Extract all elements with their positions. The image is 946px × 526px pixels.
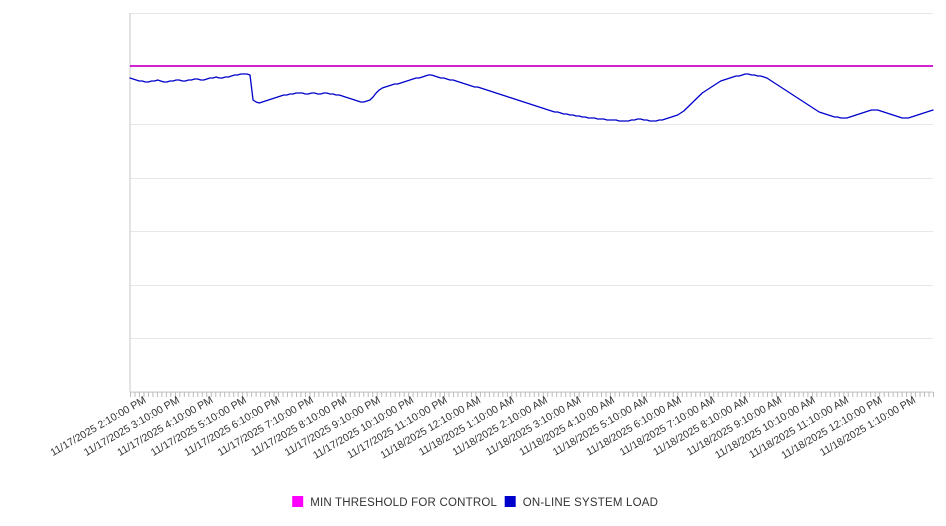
- x-axis-ticks: [130, 392, 934, 397]
- legend-swatch-0: [292, 496, 304, 507]
- chart-legend: MIN THRESHOLD FOR CONTROL ON-LINE SYSTEM …: [292, 496, 658, 509]
- online-system-load-series: [129, 73, 934, 122]
- legend-swatch-1: [504, 496, 516, 507]
- legend-label-1: ON-LINE SYSTEM LOAD: [523, 497, 658, 509]
- legend-label-0: MIN THRESHOLD FOR CONTROL: [310, 497, 497, 509]
